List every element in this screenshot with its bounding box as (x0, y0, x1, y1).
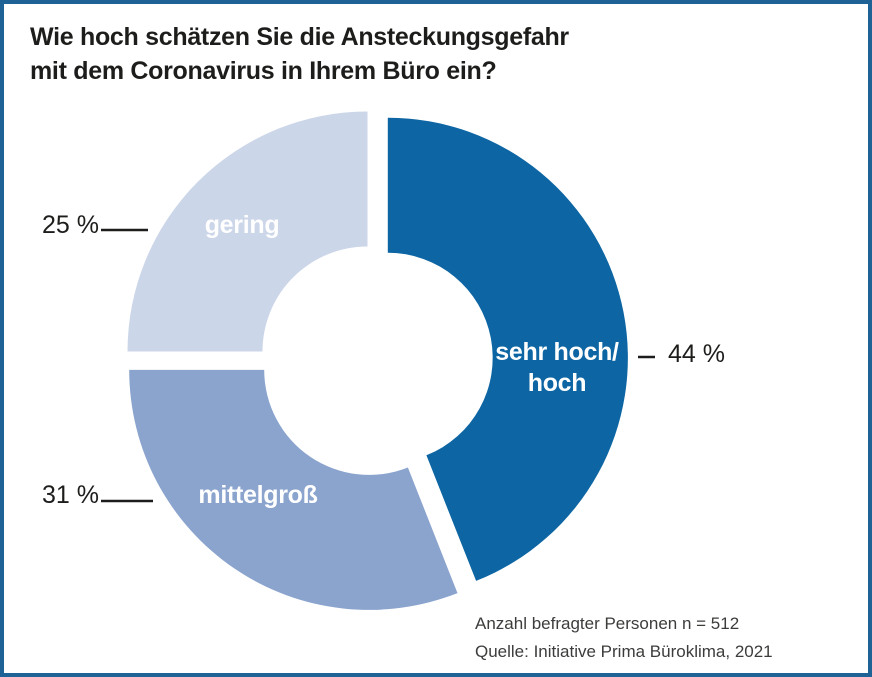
callout-value-gering: 25 % (42, 211, 99, 239)
slice-label-sehr-hoch-line1: sehr hoch/ (495, 338, 619, 366)
chart-footnote: Anzahl befragter Personen n = 512 Quelle… (475, 610, 773, 666)
source-note: Quelle: Initiative Prima Büroklima, 2021 (475, 642, 773, 661)
callout-value-mittelgross: 31 % (42, 481, 99, 509)
chart-title: Wie hoch schätzen Sie die Ansteckungsgef… (30, 20, 569, 88)
slice-mittelgross (129, 369, 458, 610)
chart-title-line2: mit dem Coronavirus in Ihrem Büro ein? (30, 57, 497, 85)
slice-label-gering: gering (205, 211, 280, 239)
slice-gering (127, 111, 368, 352)
chart-title-line1: Wie hoch schätzen Sie die Ansteckungsgef… (30, 23, 569, 51)
sample-size-note: Anzahl befragter Personen n = 512 (475, 614, 740, 633)
slice-label-sehr-hoch-line2: hoch (528, 369, 587, 397)
slice-label-mittelgross: mittelgroß (198, 481, 317, 509)
callout-value-sehr-hoch: 44 % (668, 340, 725, 368)
slice-sehr-hoch-hoch (387, 117, 628, 581)
